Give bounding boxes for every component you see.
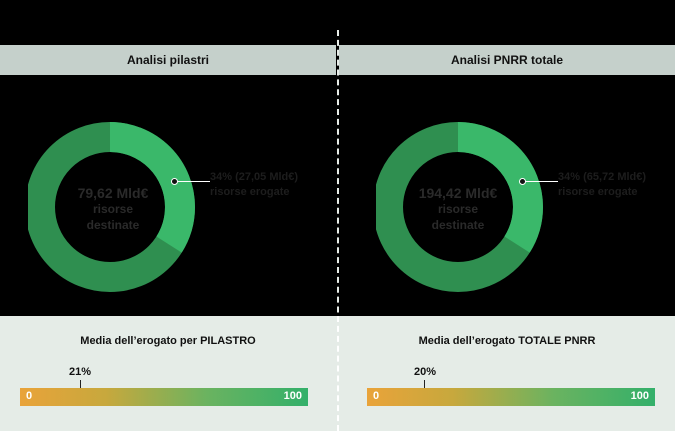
donut-center-label-pnrr-totale: 194,42 Mld€ risorse destinate xyxy=(403,185,513,233)
total-amount: 79,62 Mld€ xyxy=(77,185,149,201)
callout-dot-pnrr-totale xyxy=(519,178,526,185)
panel-header-pilastri: Analisi pilastri xyxy=(0,45,336,75)
media-title-totale: Media dell’erogato TOTALE PNRR xyxy=(418,335,596,347)
total-caption-line1: risorse xyxy=(437,202,479,216)
panel-divider xyxy=(337,30,339,431)
callout-dot-pilastri xyxy=(171,178,178,185)
scale-max-label: 100 xyxy=(630,390,649,402)
callout-erogate-pilastri: 34% (27,05 Mld€) risorse erogate xyxy=(210,170,298,200)
media-scale-bar-pilastro: 0 100 xyxy=(20,388,308,406)
callout-value: 34% (65,72 Mld€) xyxy=(558,171,647,183)
media-value-label-totale: 20% xyxy=(414,366,437,378)
scale-min-label: 0 xyxy=(26,390,33,402)
callout-line-pnrr-totale xyxy=(523,181,558,182)
donut-share-arc xyxy=(376,122,543,292)
scale-max-label: 100 xyxy=(283,390,302,402)
total-caption-line1: risorse xyxy=(92,202,134,216)
callout-value: 34% (27,05 Mld€) xyxy=(210,171,299,183)
donut-center-label-pilastri: 79,62 Mld€ risorse destinate xyxy=(58,185,168,233)
donut-share-arc xyxy=(28,122,195,292)
callout-caption: risorse erogate xyxy=(558,186,638,198)
total-amount: 194,42 Mld€ xyxy=(418,185,498,201)
panel-header-pnrr-totale: Analisi PNRR totale xyxy=(339,45,675,75)
scale-min-label: 0 xyxy=(373,390,380,402)
media-value-label-pilastro: 21% xyxy=(69,366,92,378)
donut-chart-pnrr-totale xyxy=(376,120,546,295)
media-title-pilastro: Media dell’erogato per PILASTRO xyxy=(80,335,256,347)
callout-erogate-pnrr-totale: 34% (65,72 Mld€) risorse erogate xyxy=(558,170,646,200)
total-caption-line2: destinate xyxy=(86,218,140,232)
total-caption-line2: destinate xyxy=(431,218,485,232)
media-divider xyxy=(337,316,339,431)
donut-chart-pilastri xyxy=(28,120,198,295)
media-scale-bar-totale: 0 100 xyxy=(367,388,655,406)
callout-line-pilastri xyxy=(175,181,210,182)
callout-caption: risorse erogate xyxy=(210,186,290,198)
